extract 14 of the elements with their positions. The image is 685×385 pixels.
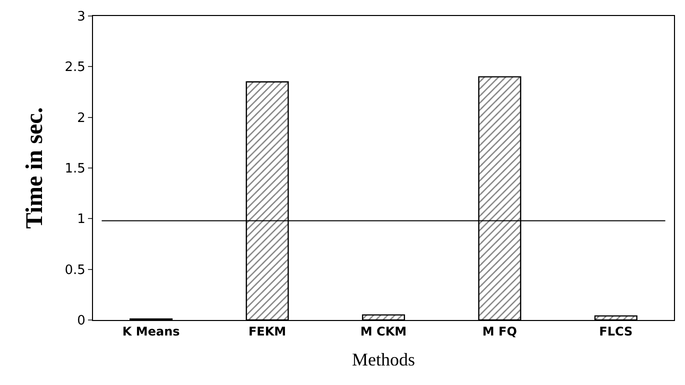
x-tick-label: K Means: [122, 324, 180, 338]
y-tick-label: 0.5: [64, 262, 86, 278]
y-axis-title: Time in sec.: [22, 107, 48, 229]
y-tick-label: 1: [77, 212, 86, 228]
y-tick-label: 2.5: [64, 60, 86, 76]
y-tick-label: 3: [77, 10, 86, 25]
y-tick-label: 2: [77, 110, 86, 126]
x-tick-label: M FQ: [482, 324, 517, 338]
y-tick-label: 1.5: [64, 162, 86, 177]
x-tick-label: FLCS: [599, 324, 633, 338]
y-tick-label: 0: [77, 314, 86, 329]
x-axis-title: Methods: [352, 350, 415, 370]
x-tick-label: FEKM: [248, 324, 286, 338]
x-tick-label: M CKM: [360, 324, 407, 338]
